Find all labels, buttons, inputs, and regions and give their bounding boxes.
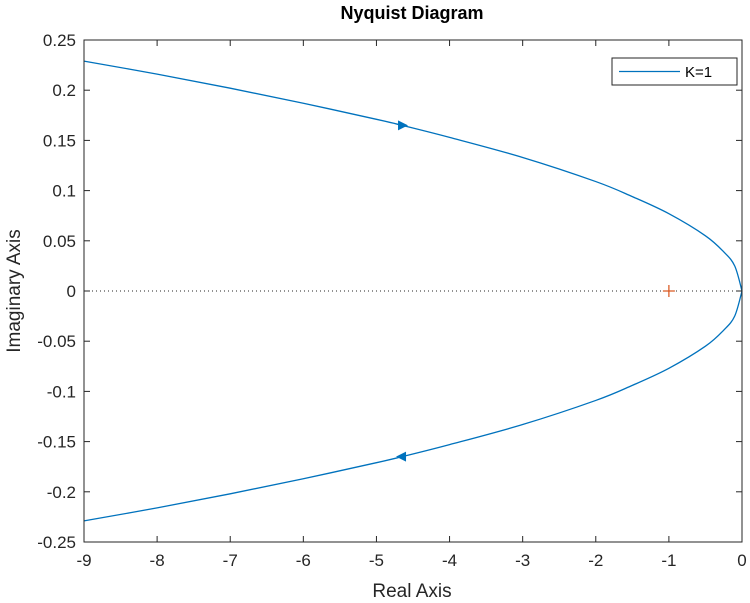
arrow-layer [396, 120, 409, 462]
y-tick-label: -0.15 [37, 433, 76, 452]
x-axis-label: Real Axis [372, 581, 451, 602]
series-line-k1-negative [83, 290, 743, 522]
x-tick-label: -2 [588, 551, 603, 570]
y-tick-label: 0.05 [43, 232, 76, 251]
y-tick-label: -0.2 [47, 483, 76, 502]
x-tick-label: -4 [442, 551, 457, 570]
y-tick-label: 0.1 [52, 182, 76, 201]
series-layer [83, 60, 743, 522]
legend: K=1 [611, 57, 738, 86]
marker-layer [662, 285, 675, 297]
x-tick-label: -9 [76, 551, 91, 570]
y-axis-label: Imaginary Axis [4, 229, 25, 353]
x-tick-label: -1 [661, 551, 676, 570]
x-tick-label: 0 [737, 551, 746, 570]
y-tick-label: -0.05 [37, 332, 76, 351]
chart-title: Nyquist Diagram [340, 3, 483, 23]
y-tick-label: 0.15 [43, 131, 76, 150]
x-tick-label: -3 [515, 551, 530, 570]
y-tick-label: 0.2 [52, 81, 76, 100]
y-tick-label: -0.1 [47, 382, 76, 401]
direction-arrow-right [398, 120, 409, 131]
y-tick-label: 0 [67, 282, 76, 301]
x-tick-label: -7 [223, 551, 238, 570]
y-tick-label: -0.25 [37, 533, 76, 552]
direction-arrow-left [396, 451, 407, 462]
x-tick-label: -6 [296, 551, 311, 570]
x-tick-label: -8 [150, 551, 165, 570]
critical-point-marker [662, 285, 675, 297]
x-tick-label: -5 [369, 551, 384, 570]
series-line-k1-positive [83, 60, 743, 292]
legend-label-k1: K=1 [685, 64, 712, 81]
x-ticks: -9 -8 -7 -6 -5 -4 -3 -2 -1 0 [76, 40, 747, 570]
y-ticks: -0.25 -0.2 -0.15 -0.1 -0.05 0 0.05 0.1 0.15 0.2 0.… [37, 31, 742, 552]
y-tick-label: 0.25 [43, 31, 76, 50]
